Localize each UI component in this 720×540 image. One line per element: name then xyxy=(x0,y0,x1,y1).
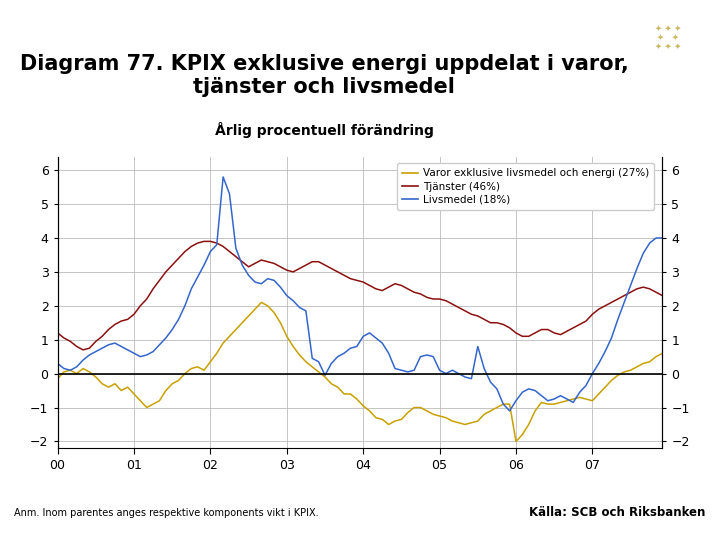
Tjänster (46%) xyxy=(143,296,151,302)
Livsmedel (18%) xyxy=(219,174,228,180)
Varor exklusive livsmedel och energi (27%) xyxy=(620,369,629,375)
Line: Varor exklusive livsmedel och energi (27%): Varor exklusive livsmedel och energi (27… xyxy=(58,302,662,441)
Livsmedel (18%) xyxy=(232,245,240,252)
Livsmedel (18%) xyxy=(365,330,374,336)
Livsmedel (18%) xyxy=(658,235,667,241)
Tjänster (46%) xyxy=(327,265,336,272)
Line: Livsmedel (18%): Livsmedel (18%) xyxy=(58,177,662,411)
Varor exklusive livsmedel och energi (27%) xyxy=(384,421,393,428)
Text: ✦ ✦ ✦
✦   ✦
✦ ✦ ✦: ✦ ✦ ✦ ✦ ✦ ✦ ✦ ✦ xyxy=(654,24,681,51)
Livsmedel (18%) xyxy=(620,299,629,306)
Legend: Varor exklusive livsmedel och energi (27%), Tjänster (46%), Livsmedel (18%): Varor exklusive livsmedel och energi (27… xyxy=(397,163,654,210)
Text: Årlig procentuell förändring: Årlig procentuell förändring xyxy=(215,122,433,138)
Varor exklusive livsmedel och energi (27%) xyxy=(53,375,62,382)
Tjänster (46%) xyxy=(391,280,400,287)
Livsmedel (18%) xyxy=(505,408,514,414)
Line: Tjänster (46%): Tjänster (46%) xyxy=(58,241,662,350)
Tjänster (46%) xyxy=(78,347,87,353)
Livsmedel (18%) xyxy=(136,353,145,360)
Varor exklusive livsmedel och energi (27%) xyxy=(257,299,266,306)
Text: Diagram 77. KPIX exklusive energi uppdelat i varor,
tjänster och livsmedel: Diagram 77. KPIX exklusive energi uppdel… xyxy=(19,54,629,97)
Varor exklusive livsmedel och energi (27%) xyxy=(658,350,667,356)
Tjänster (46%) xyxy=(620,292,629,299)
Varor exklusive livsmedel och energi (27%) xyxy=(225,333,234,340)
Livsmedel (18%) xyxy=(384,350,393,356)
Text: Anm. Inom parentes anges respektive komponents vikt i KPIX.: Anm. Inom parentes anges respektive komp… xyxy=(14,508,319,518)
Tjänster (46%) xyxy=(372,286,380,292)
Tjänster (46%) xyxy=(658,292,667,299)
Livsmedel (18%) xyxy=(53,360,62,367)
Tjänster (46%) xyxy=(238,259,246,265)
Varor exklusive livsmedel och energi (27%) xyxy=(136,397,145,404)
Text: SVERIGES
RIKSBANK: SVERIGES RIKSBANK xyxy=(649,65,686,76)
Varor exklusive livsmedel och energi (27%) xyxy=(320,374,329,380)
Text: Källa: SCB och Riksbanken: Källa: SCB och Riksbanken xyxy=(529,507,706,519)
Varor exklusive livsmedel och energi (27%) xyxy=(365,408,374,414)
Tjänster (46%) xyxy=(199,238,208,245)
Tjänster (46%) xyxy=(53,330,62,336)
Livsmedel (18%) xyxy=(320,372,329,379)
Varor exklusive livsmedel och energi (27%) xyxy=(512,438,521,444)
